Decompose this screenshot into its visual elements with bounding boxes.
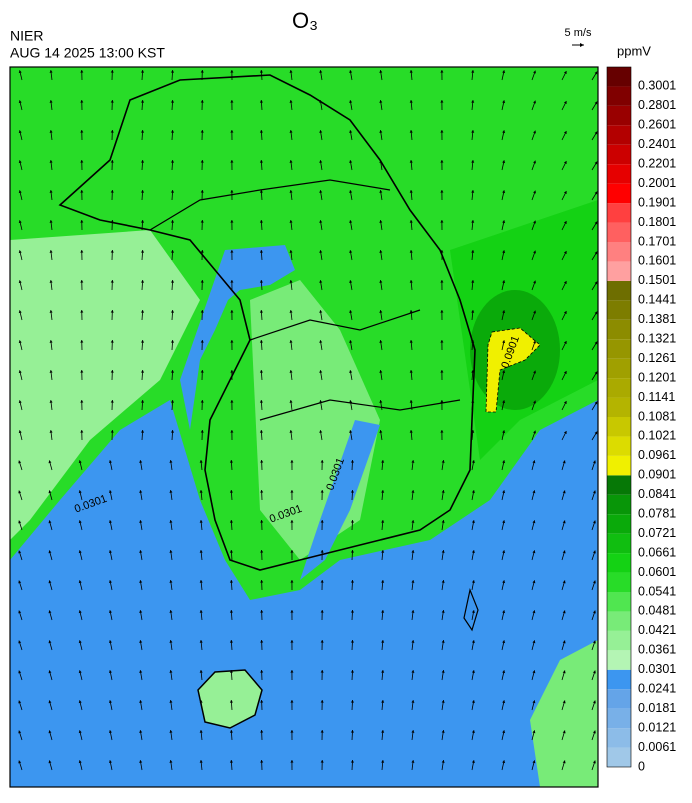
colorbar-label: 0.3001 (638, 79, 676, 93)
colorbar-label: 0.1021 (638, 429, 676, 443)
colorbar-label: 0.1701 (638, 234, 676, 248)
colorbar-bin (607, 359, 631, 378)
colorbar-label: 0.1141 (638, 390, 675, 404)
colorbar-label: 0.2801 (638, 98, 676, 112)
colorbar-bin (607, 300, 631, 319)
map: 0.0901 0.0301 0.0301 0.0301 (10, 67, 598, 787)
colorbar-bin (607, 203, 631, 222)
colorbar-bin (607, 514, 631, 533)
colorbar-bin (607, 184, 631, 203)
colorbar-bin (607, 67, 631, 86)
colorbar-label: 0.0901 (638, 468, 676, 482)
colorbar-bin (607, 611, 631, 630)
colorbar-label: 0.2401 (638, 137, 676, 151)
colorbar-bin (607, 145, 631, 164)
colorbar-label: 0.1321 (638, 332, 676, 346)
colorbar-label: 0.1601 (638, 254, 676, 268)
title: O₃ (292, 8, 318, 33)
colorbar-label: 0.0841 (638, 487, 676, 501)
colorbar-bin (607, 573, 631, 592)
colorbar-bin (607, 398, 631, 417)
colorbar-bin (607, 417, 631, 436)
agency: NIER (10, 28, 43, 44)
wind-scale-head (580, 43, 584, 47)
colorbar-bin (607, 650, 631, 669)
wind-scale-label: 5 m/s (565, 27, 592, 39)
colorbar-label: 0.0361 (638, 643, 676, 657)
colorbar-bin (607, 223, 631, 242)
colorbar-bin (607, 495, 631, 514)
colorbar-label: 0.0961 (638, 448, 676, 462)
colorbar-bin (607, 164, 631, 183)
colorbar-bin (607, 436, 631, 455)
colorbar-bin (607, 592, 631, 611)
colorbar-label: 0.0781 (638, 507, 676, 521)
colorbar-label: 0.2001 (638, 176, 676, 190)
colorbar-bin (607, 670, 631, 689)
colorbar-label: 0.0601 (638, 565, 676, 579)
colorbar-bin (607, 125, 631, 144)
colorbar-label: 0.1441 (638, 293, 676, 307)
colorbar-bin (607, 748, 631, 767)
colorbar-label: 0.1201 (638, 370, 676, 384)
colorbar-label: 0.2201 (638, 157, 676, 171)
colorbar-label: 0.0121 (638, 720, 676, 734)
colorbar-label: 0.0661 (638, 545, 676, 559)
colorbar-bin (607, 631, 631, 650)
colorbar-label: 0.0481 (638, 604, 676, 618)
colorbar-bin (607, 709, 631, 728)
colorbar-bin (607, 106, 631, 125)
colorbar-bin (607, 86, 631, 105)
colorbar-label: 0.1261 (638, 351, 676, 365)
colorbar-label: 0.0241 (638, 682, 676, 696)
colorbar-label: 0.1501 (638, 273, 676, 287)
colorbar-bin (607, 378, 631, 397)
colorbar-bin (607, 689, 631, 708)
colorbar-label: 0.0061 (638, 740, 676, 754)
colorbar-bin (607, 728, 631, 747)
colorbar-bin (607, 456, 631, 475)
colorbar: 0 0.0061 0.0121 0.0181 0.0241 0.0301 0.0361 0.0… (607, 67, 676, 773)
colorbar-bin (607, 242, 631, 261)
colorbar-label: 0.1901 (638, 195, 676, 209)
colorbar-label: 0.1381 (638, 312, 676, 326)
colorbar-bin (607, 261, 631, 280)
colorbar-label: 0.0721 (638, 526, 676, 540)
colorbar-bin (607, 281, 631, 300)
colorbar-label: 0.2601 (638, 118, 676, 132)
colorbar-bin (607, 475, 631, 494)
colorbar-bin (607, 320, 631, 339)
colorbar-bin (607, 553, 631, 572)
colorbar-label: 0.1081 (638, 409, 676, 423)
colorbar-label: 0.1801 (638, 215, 676, 229)
colorbar-bin (607, 534, 631, 553)
colorbar-label: 0.0421 (638, 623, 676, 637)
colorbar-label: 0.0301 (638, 662, 676, 676)
colorbar-bin (607, 339, 631, 358)
unit-label: ppmV (617, 43, 651, 58)
colorbar-label: 0.0541 (638, 584, 676, 598)
colorbar-label: 0.0181 (638, 701, 676, 715)
colorbar-label: 0 (638, 759, 645, 773)
timestamp: AUG 14 2025 13:00 KST (10, 45, 165, 61)
